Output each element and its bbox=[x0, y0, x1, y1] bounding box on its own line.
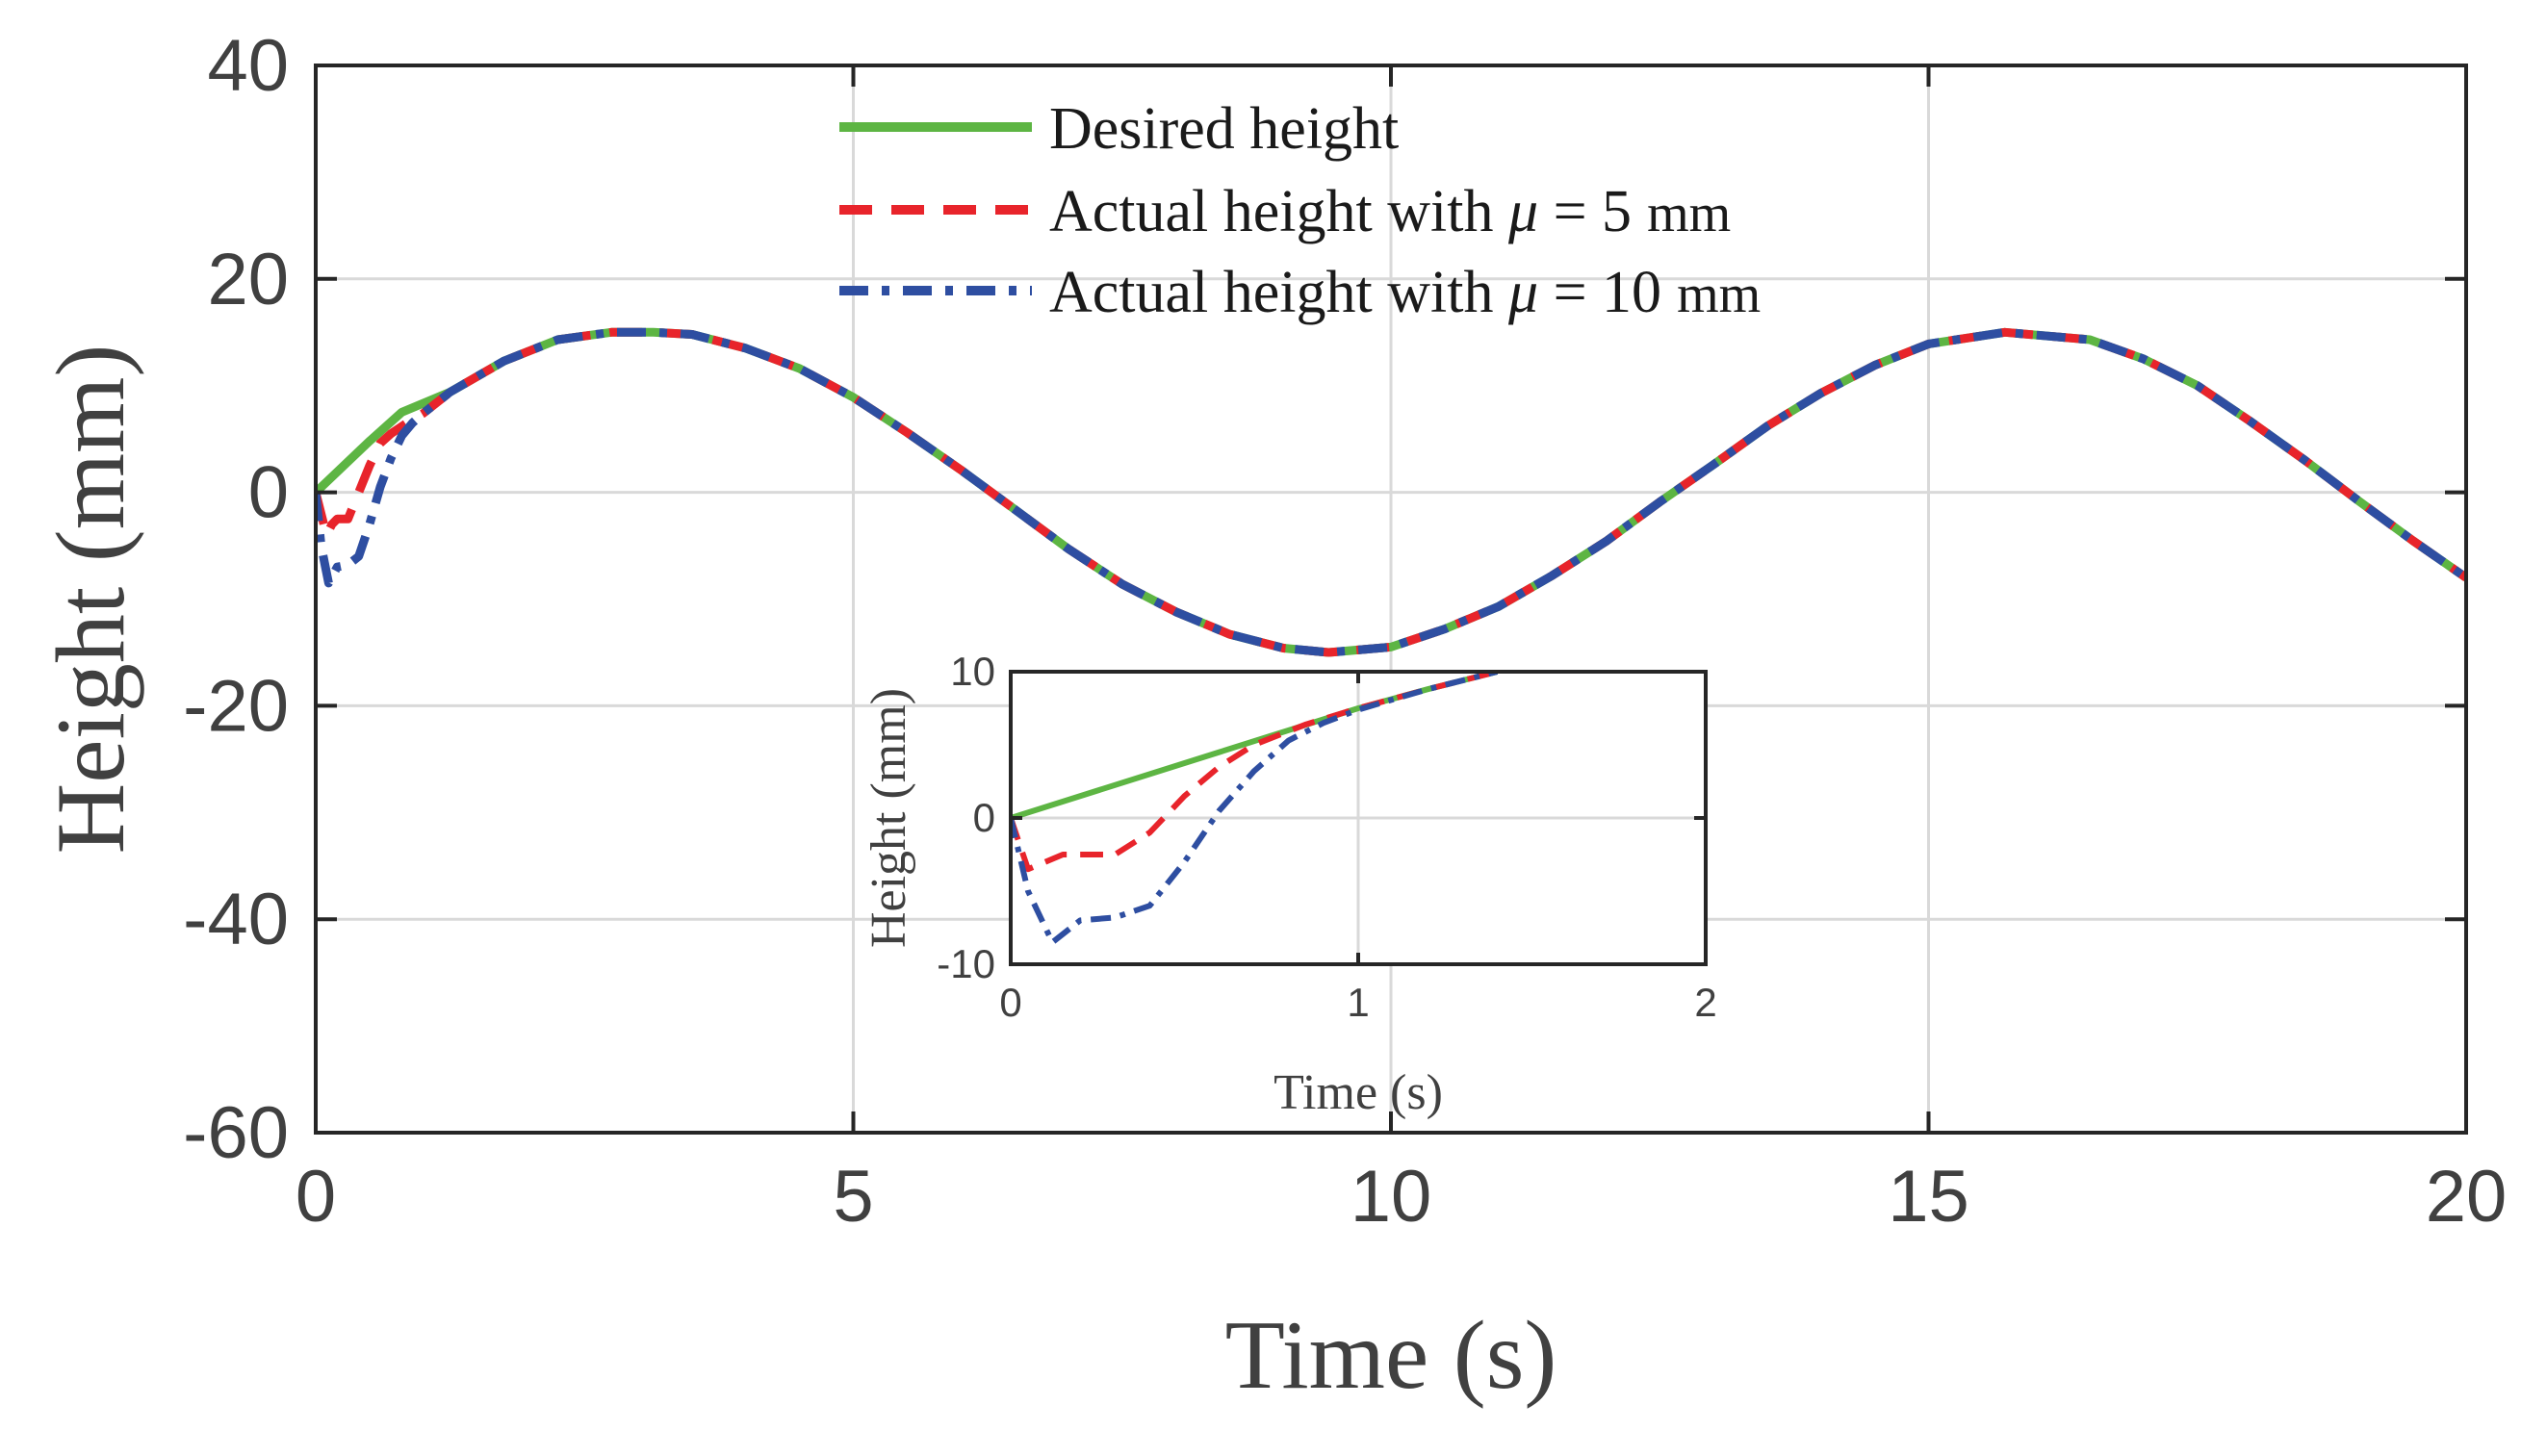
legend-label-mu10-prefix: Actual height with bbox=[1049, 260, 1508, 325]
legend-label-desired-text: Desired height bbox=[1049, 96, 1399, 162]
inset-y-axis-label: Height (mm) bbox=[862, 688, 916, 948]
inset-grid bbox=[1011, 672, 1706, 964]
legend-label-mu10-unit: mm bbox=[1677, 265, 1761, 324]
main-x-tick-label-4: 20 bbox=[2426, 1156, 2508, 1238]
main-y-tick-label-0: 40 bbox=[207, 25, 289, 107]
legend-label-desired: Desired height bbox=[1049, 96, 1399, 162]
main-y-tick-label-4: -40 bbox=[183, 879, 289, 960]
main-y-tick-label-2: 0 bbox=[248, 452, 289, 534]
legend-label-mu5-symbol: μ bbox=[1507, 179, 1538, 244]
main-y-tick-label-1: 20 bbox=[207, 239, 289, 320]
inset-tick-marks bbox=[1009, 670, 1708, 966]
legend-label-mu10: Actual height with μ = 10 mm bbox=[1049, 260, 1761, 325]
main-x-tick-label-1: 5 bbox=[833, 1156, 873, 1238]
inset-y-tick-label-1: 0 bbox=[973, 795, 995, 840]
legend: Desired height Actual height with μ = 5 m… bbox=[839, 96, 1761, 325]
main-y-tick-label-5: -60 bbox=[183, 1092, 289, 1174]
legend-label-mu10-symbol: μ bbox=[1507, 260, 1538, 325]
inset-x-tick-label-0: 0 bbox=[999, 980, 1021, 1025]
legend-label-mu10-suffix: = 10 bbox=[1538, 260, 1661, 325]
inset-x-tick-label-2: 2 bbox=[1694, 980, 1716, 1025]
inset-x-tick-label-1: 1 bbox=[1347, 980, 1369, 1025]
legend-label-mu5-unit: mm bbox=[1647, 184, 1731, 243]
main-x-axis-label: Time (s) bbox=[1225, 1301, 1557, 1410]
inset-y-tick-label-0: 10 bbox=[950, 649, 995, 694]
legend-label-mu5-suffix: = 5 bbox=[1538, 179, 1632, 244]
legend-label-mu5: Actual height with μ = 5 mm bbox=[1049, 179, 1731, 244]
inset-series-line-1 bbox=[1011, 672, 1499, 873]
main-tick-marks bbox=[314, 64, 2468, 1135]
main-series-line-2 bbox=[316, 327, 2466, 657]
main-series bbox=[316, 327, 2466, 657]
inset-y-tick-label-2: -10 bbox=[937, 941, 995, 986]
main-y-axis-label: Height (mm) bbox=[37, 345, 145, 855]
main-x-tick-label-3: 15 bbox=[1888, 1156, 1969, 1238]
main-x-tick-label-2: 10 bbox=[1351, 1156, 1432, 1238]
inset-series-line-2 bbox=[1011, 672, 1499, 946]
main-y-tick-label-3: -20 bbox=[183, 665, 289, 747]
legend-label-mu5-prefix: Actual height with bbox=[1049, 179, 1508, 244]
inset-x-axis-label: Time (s) bbox=[1274, 1065, 1443, 1120]
inset-series bbox=[1011, 672, 1499, 946]
main-x-tick-label-0: 0 bbox=[296, 1156, 336, 1238]
